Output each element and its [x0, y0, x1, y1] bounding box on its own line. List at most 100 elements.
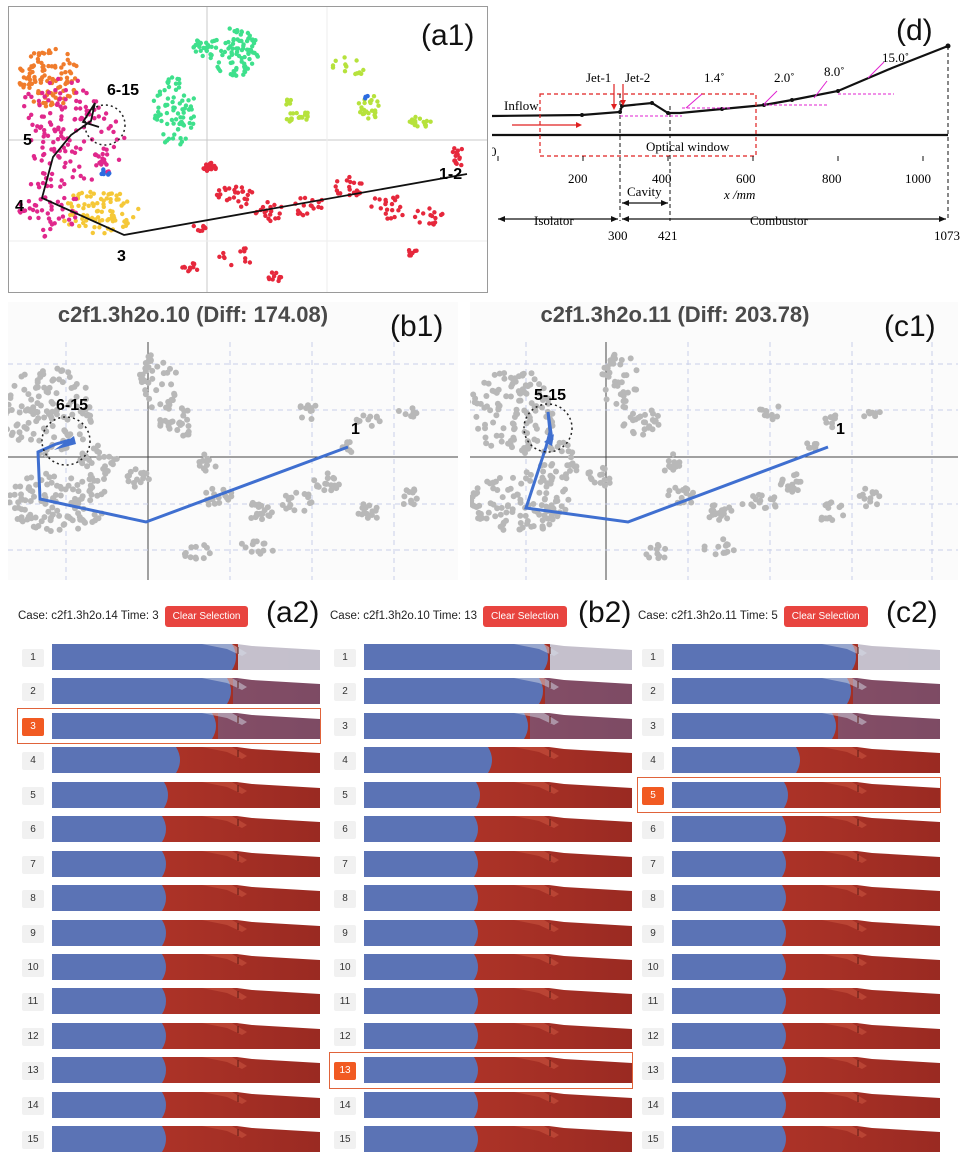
frame-row[interactable]: 2 — [18, 674, 320, 708]
frame-row[interactable]: 3 — [17, 707, 321, 745]
frame-number[interactable]: 12 — [334, 1027, 356, 1046]
frame-thumbnail[interactable] — [52, 747, 320, 774]
frame-number[interactable]: 10 — [22, 958, 44, 977]
frame-number[interactable]: 2 — [642, 683, 664, 702]
frame-thumbnail[interactable] — [52, 850, 320, 877]
projection-view-c1[interactable]: c2f1.3h2o.11 (Diff: 203.78) 5-15 1 (c1) — [470, 302, 958, 580]
frame-row[interactable]: 3 — [330, 709, 632, 743]
scatter-plot-b1[interactable]: 6-15 1 — [8, 302, 458, 580]
frame-row[interactable]: 10 — [330, 950, 632, 984]
frame-row[interactable]: 15 — [330, 1122, 632, 1156]
frame-number[interactable]: 15 — [642, 1131, 664, 1150]
frame-thumbnail[interactable] — [672, 1091, 940, 1118]
frame-thumbnail[interactable] — [52, 1091, 320, 1118]
frame-thumbnail[interactable] — [364, 988, 632, 1015]
frame-thumbnail[interactable] — [52, 1126, 320, 1153]
frame-thumbnail[interactable] — [364, 747, 632, 774]
frame-number[interactable]: 9 — [642, 924, 664, 943]
frame-thumbnail[interactable] — [52, 816, 320, 843]
frame-row[interactable]: 12 — [330, 1019, 632, 1053]
frame-number[interactable]: 7 — [334, 855, 356, 874]
frame-row[interactable]: 11 — [330, 984, 632, 1018]
frame-thumbnail[interactable] — [672, 1057, 940, 1084]
frame-number[interactable]: 2 — [334, 683, 356, 702]
frame-thumbnail[interactable] — [672, 1022, 940, 1049]
frame-thumbnail[interactable] — [364, 1091, 632, 1118]
frame-row[interactable]: 3 — [638, 709, 940, 743]
frame-thumbnail[interactable] — [364, 781, 632, 808]
frame-row[interactable]: 5 — [637, 776, 941, 814]
frame-thumbnail[interactable] — [52, 988, 320, 1015]
frame-number[interactable]: 14 — [22, 1096, 44, 1115]
frame-thumbnail[interactable] — [52, 1022, 320, 1049]
frame-row[interactable]: 12 — [18, 1019, 320, 1053]
frame-thumbnail[interactable] — [672, 712, 940, 739]
frame-row[interactable]: 9 — [18, 916, 320, 950]
frame-thumbnail[interactable] — [672, 919, 940, 946]
frame-row[interactable]: 1 — [330, 640, 632, 674]
frame-row[interactable]: 13 — [638, 1053, 940, 1087]
frame-thumbnail[interactable] — [672, 816, 940, 843]
frame-row[interactable]: 5 — [330, 778, 632, 812]
projection-view-b1[interactable]: c2f1.3h2o.10 (Diff: 174.08) 6-15 1 (b1) — [8, 302, 458, 580]
frame-number[interactable]: 14 — [334, 1096, 356, 1115]
frame-row[interactable]: 15 — [638, 1122, 940, 1156]
frame-thumbnail[interactable] — [364, 678, 632, 705]
frame-number[interactable]: 5 — [22, 786, 44, 805]
frame-thumbnail[interactable] — [672, 747, 940, 774]
frame-row[interactable]: 15 — [18, 1122, 320, 1156]
frame-number[interactable]: 9 — [22, 924, 44, 943]
frame-number[interactable]: 6 — [334, 821, 356, 840]
frame-thumbnail[interactable] — [672, 1126, 940, 1153]
frame-row[interactable]: 8 — [330, 881, 632, 915]
frame-number[interactable]: 6 — [642, 821, 664, 840]
frame-thumbnail[interactable] — [364, 712, 632, 739]
frame-number[interactable]: 5 — [642, 786, 664, 805]
frame-thumbnail[interactable] — [52, 953, 320, 980]
frame-thumbnail[interactable] — [364, 1057, 632, 1084]
frame-number[interactable]: 4 — [22, 752, 44, 771]
frame-row[interactable]: 6 — [18, 812, 320, 846]
clear-selection-button[interactable]: Clear Selection — [783, 605, 868, 627]
frame-number[interactable]: 15 — [334, 1131, 356, 1150]
frame-thumbnail[interactable] — [52, 781, 320, 808]
frame-row[interactable]: 11 — [638, 984, 940, 1018]
frame-number[interactable]: 10 — [642, 958, 664, 977]
frame-row[interactable]: 7 — [330, 847, 632, 881]
frame-thumbnail[interactable] — [364, 953, 632, 980]
frame-number[interactable]: 12 — [22, 1027, 44, 1046]
frame-row[interactable]: 1 — [638, 640, 940, 674]
frame-row[interactable]: 4 — [330, 743, 632, 777]
clear-selection-button[interactable]: Clear Selection — [483, 605, 567, 627]
frame-number[interactable]: 1 — [22, 649, 44, 667]
frame-number[interactable]: 3 — [334, 717, 356, 736]
frame-number[interactable]: 8 — [22, 890, 44, 909]
frame-row[interactable]: 12 — [638, 1019, 940, 1053]
frame-row[interactable]: 5 — [18, 778, 320, 812]
frame-thumbnail[interactable] — [672, 678, 940, 705]
frame-row[interactable]: 2 — [330, 674, 632, 708]
frame-row[interactable]: 10 — [18, 950, 320, 984]
scatter-plot-a1[interactable]: 6-15 5 4 3 1-2 — [9, 7, 487, 292]
clear-selection-button[interactable]: Clear Selection — [164, 605, 249, 627]
frame-row[interactable]: 8 — [18, 881, 320, 915]
frame-thumbnail[interactable] — [672, 781, 940, 808]
frame-number[interactable]: 6 — [22, 821, 44, 840]
frame-number[interactable]: 12 — [642, 1027, 664, 1046]
frame-thumbnail[interactable] — [364, 919, 632, 946]
frame-number[interactable]: 7 — [642, 855, 664, 874]
frame-number[interactable]: 13 — [334, 1062, 356, 1081]
frame-thumbnail[interactable] — [672, 850, 940, 877]
frame-row[interactable]: 14 — [330, 1088, 632, 1122]
frame-thumbnail[interactable] — [364, 644, 632, 670]
frame-number[interactable]: 13 — [22, 1062, 44, 1081]
frame-number[interactable]: 7 — [22, 855, 44, 874]
frame-thumbnail[interactable] — [672, 644, 940, 670]
frame-row[interactable]: 13 — [18, 1053, 320, 1087]
frame-row[interactable]: 7 — [638, 847, 940, 881]
frame-thumbnail[interactable] — [52, 1057, 320, 1084]
frame-number[interactable]: 15 — [22, 1131, 44, 1150]
frame-number[interactable]: 14 — [642, 1096, 664, 1115]
frame-thumbnail[interactable] — [364, 816, 632, 843]
frame-number[interactable]: 4 — [334, 752, 356, 771]
